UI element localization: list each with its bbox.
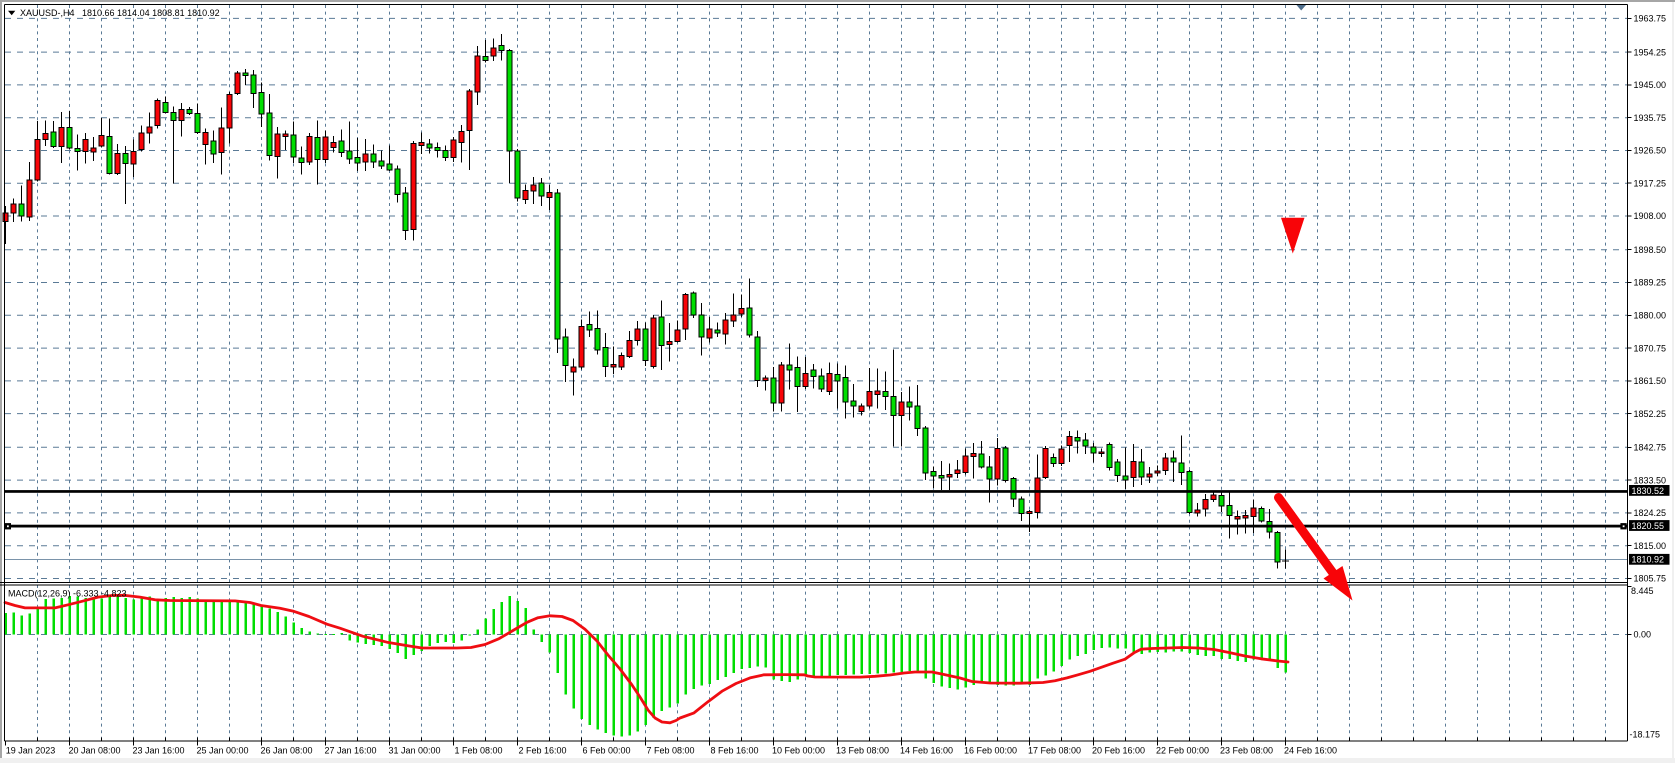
svg-text:1945.00: 1945.00 <box>1634 80 1667 90</box>
svg-text:0.00: 0.00 <box>1634 630 1652 640</box>
svg-text:1889.25: 1889.25 <box>1634 278 1667 288</box>
svg-text:17 Feb 08:00: 17 Feb 08:00 <box>1028 746 1081 756</box>
svg-text:7 Feb 08:00: 7 Feb 08:00 <box>646 746 694 756</box>
svg-text:26 Jan 08:00: 26 Jan 08:00 <box>260 746 312 756</box>
svg-text:31 Jan 00:00: 31 Jan 00:00 <box>388 746 440 756</box>
svg-text:1805.75: 1805.75 <box>1634 574 1667 584</box>
svg-text:23 Jan 16:00: 23 Jan 16:00 <box>132 746 184 756</box>
svg-text:1917.25: 1917.25 <box>1634 178 1667 188</box>
svg-text:20 Jan 08:00: 20 Jan 08:00 <box>68 746 120 756</box>
svg-text:23 Feb 08:00: 23 Feb 08:00 <box>1220 746 1273 756</box>
svg-text:1 Feb 08:00: 1 Feb 08:00 <box>454 746 502 756</box>
svg-text:2 Feb 16:00: 2 Feb 16:00 <box>518 746 566 756</box>
svg-text:14 Feb 16:00: 14 Feb 16:00 <box>900 746 953 756</box>
svg-text:1880.00: 1880.00 <box>1634 311 1667 321</box>
svg-text:1935.75: 1935.75 <box>1634 113 1667 123</box>
svg-text:27 Jan 16:00: 27 Jan 16:00 <box>324 746 376 756</box>
svg-text:1824.25: 1824.25 <box>1634 508 1667 518</box>
svg-text:1852.25: 1852.25 <box>1634 409 1667 419</box>
svg-text:20 Feb 16:00: 20 Feb 16:00 <box>1092 746 1145 756</box>
svg-text:25 Jan 00:00: 25 Jan 00:00 <box>196 746 248 756</box>
svg-text:1833.50: 1833.50 <box>1634 475 1667 485</box>
svg-text:1842.75: 1842.75 <box>1634 443 1667 453</box>
svg-text:8 Feb 16:00: 8 Feb 16:00 <box>710 746 758 756</box>
svg-text:1810.92: 1810.92 <box>1632 555 1665 565</box>
svg-text:10 Feb 00:00: 10 Feb 00:00 <box>772 746 825 756</box>
svg-text:24 Feb 16:00: 24 Feb 16:00 <box>1284 746 1337 756</box>
svg-text:1908.00: 1908.00 <box>1634 211 1667 221</box>
svg-text:1963.75: 1963.75 <box>1634 14 1667 24</box>
svg-text:19 Jan 2023: 19 Jan 2023 <box>6 746 56 756</box>
svg-text:1815.00: 1815.00 <box>1634 541 1667 551</box>
svg-text:1870.75: 1870.75 <box>1634 343 1667 353</box>
svg-text:XAUUSD-,H4 1810.66 1814.04 1: XAUUSD-,H4 1810.66 1814.04 1808.81 1810.… <box>20 8 220 18</box>
svg-text:1830.52: 1830.52 <box>1632 486 1665 496</box>
svg-text:1954.25: 1954.25 <box>1634 47 1667 57</box>
svg-text:8.445: 8.445 <box>1631 586 1654 596</box>
svg-text:-18.175: -18.175 <box>1630 730 1661 740</box>
svg-text:6 Feb 00:00: 6 Feb 00:00 <box>582 746 630 756</box>
svg-text:13 Feb 08:00: 13 Feb 08:00 <box>836 746 889 756</box>
svg-text:1898.50: 1898.50 <box>1634 245 1667 255</box>
svg-text:1926.50: 1926.50 <box>1634 146 1667 156</box>
svg-text:MACD(12,26,9) -6.333 -4.823: MACD(12,26,9) -6.333 -4.823 <box>8 589 127 599</box>
svg-text:16 Feb 00:00: 16 Feb 00:00 <box>964 746 1017 756</box>
svg-text:22 Feb 00:00: 22 Feb 00:00 <box>1156 746 1209 756</box>
svg-text:1820.55: 1820.55 <box>1632 521 1665 531</box>
svg-text:1861.50: 1861.50 <box>1634 376 1667 386</box>
